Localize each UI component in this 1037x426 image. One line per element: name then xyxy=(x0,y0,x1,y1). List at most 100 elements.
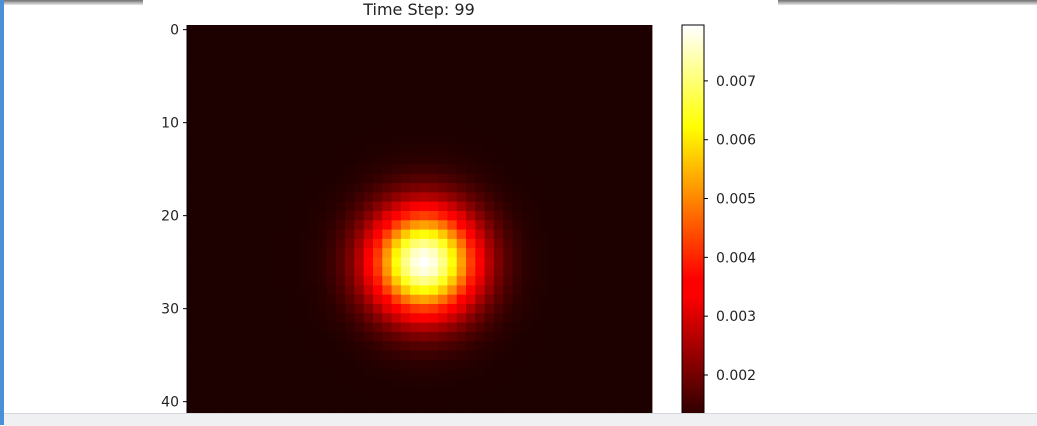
heatmap-cell xyxy=(447,378,458,389)
heatmap-cell xyxy=(382,238,392,249)
heatmap-cell xyxy=(503,80,513,91)
heatmap-cell xyxy=(503,313,513,323)
colorbar-band xyxy=(682,129,704,132)
heatmap-cell xyxy=(252,183,262,193)
heatmap-cell xyxy=(326,164,337,175)
heatmap-cell xyxy=(447,99,458,110)
heatmap-cell xyxy=(307,108,318,119)
heatmap-cell xyxy=(363,220,374,230)
colorbar-band xyxy=(682,255,704,258)
heatmap-cell xyxy=(214,25,225,35)
heatmap-cell xyxy=(242,201,253,212)
heatmap-cell xyxy=(270,359,281,370)
heatmap-cell xyxy=(447,322,458,333)
heatmap-cell xyxy=(577,173,588,184)
heatmap-cell xyxy=(456,285,467,296)
heatmap-cell xyxy=(596,229,606,240)
heatmap-cell xyxy=(224,118,234,128)
heatmap-cell xyxy=(187,229,197,240)
heatmap-cell xyxy=(261,257,272,268)
heatmap-cell xyxy=(596,164,606,175)
colorbar-band xyxy=(682,197,704,200)
heatmap-cell xyxy=(335,369,346,379)
heatmap-cell xyxy=(233,406,244,416)
heatmap-cell xyxy=(419,145,430,156)
heatmap-cell xyxy=(261,220,272,230)
heatmap-cell xyxy=(466,304,476,314)
colorbar-band xyxy=(682,243,704,246)
heatmap-cell xyxy=(373,43,383,54)
heatmap-cell xyxy=(559,201,569,212)
heatmap-cell xyxy=(438,378,448,389)
heatmap-cell xyxy=(326,397,337,407)
heatmap-cell xyxy=(493,322,504,333)
heatmap-cell xyxy=(624,350,634,361)
heatmap-cell xyxy=(196,201,206,212)
heatmap-cell xyxy=(540,80,551,91)
heatmap-cell xyxy=(233,313,244,323)
heatmap-cell xyxy=(298,136,309,147)
heatmap-cell xyxy=(438,322,448,333)
heatmap-cell xyxy=(559,99,569,110)
heatmap-cell xyxy=(531,201,541,212)
heatmap-cell xyxy=(242,313,253,323)
heatmap-cell xyxy=(187,201,197,212)
heatmap-cell xyxy=(382,192,392,203)
heatmap-cell xyxy=(270,322,281,333)
colorbar-band xyxy=(682,211,704,214)
heatmap-cell xyxy=(559,331,569,342)
heatmap-cell xyxy=(261,341,272,351)
heatmap-cell xyxy=(438,118,448,128)
heatmap-cell xyxy=(205,248,216,258)
colorbar-band xyxy=(682,145,704,148)
heatmap-cell xyxy=(270,285,281,296)
heatmap-cell xyxy=(298,43,309,54)
heatmap-cell xyxy=(298,257,309,268)
heatmap-cell xyxy=(419,173,430,184)
heatmap-cell xyxy=(428,359,439,370)
heatmap-cell xyxy=(261,304,272,314)
heatmap-cell xyxy=(391,359,402,370)
heatmap-cell xyxy=(363,266,374,277)
heatmap-cell xyxy=(345,211,355,221)
colorbar-band xyxy=(682,351,704,354)
heatmap-cell xyxy=(242,155,253,165)
heatmap-cell xyxy=(270,350,281,361)
heatmap-cell xyxy=(512,34,523,44)
colorbar-band xyxy=(682,101,704,104)
heatmap-cell xyxy=(531,350,541,361)
heatmap-cell xyxy=(233,397,244,407)
heatmap-cell xyxy=(531,229,541,240)
heatmap-cell xyxy=(345,248,355,258)
heatmap-cell xyxy=(335,43,346,54)
heatmap-cell xyxy=(335,397,346,407)
heatmap-cell xyxy=(447,183,458,193)
heatmap-cell xyxy=(317,220,327,230)
heatmap-cell xyxy=(521,25,532,35)
heatmap-cell xyxy=(382,341,392,351)
heatmap-cell xyxy=(298,341,309,351)
heatmap-cell xyxy=(633,62,644,72)
heatmap-cell xyxy=(503,406,513,416)
heatmap-cell xyxy=(568,378,578,389)
heatmap-cell xyxy=(586,201,597,212)
heatmap-cell xyxy=(428,118,439,128)
heatmap-cell xyxy=(419,341,430,351)
heatmap-cell xyxy=(354,276,365,286)
heatmap-cell xyxy=(577,90,588,100)
heatmap-cell xyxy=(345,99,355,110)
heatmap-cell xyxy=(261,43,272,54)
window-top-border-left xyxy=(4,0,143,5)
heatmap-cell xyxy=(345,387,355,398)
colorbar-tick-label: 0.006 xyxy=(716,133,756,149)
heatmap-cell xyxy=(493,173,504,184)
heatmap-cell xyxy=(280,155,290,165)
heatmap-cell xyxy=(187,350,197,361)
heatmap-cell xyxy=(484,99,495,110)
heatmap-cell xyxy=(373,127,383,137)
colorbar-band xyxy=(682,289,704,292)
heatmap-cell xyxy=(307,369,318,379)
heatmap-cell xyxy=(466,71,476,82)
heatmap-cell xyxy=(521,108,532,119)
